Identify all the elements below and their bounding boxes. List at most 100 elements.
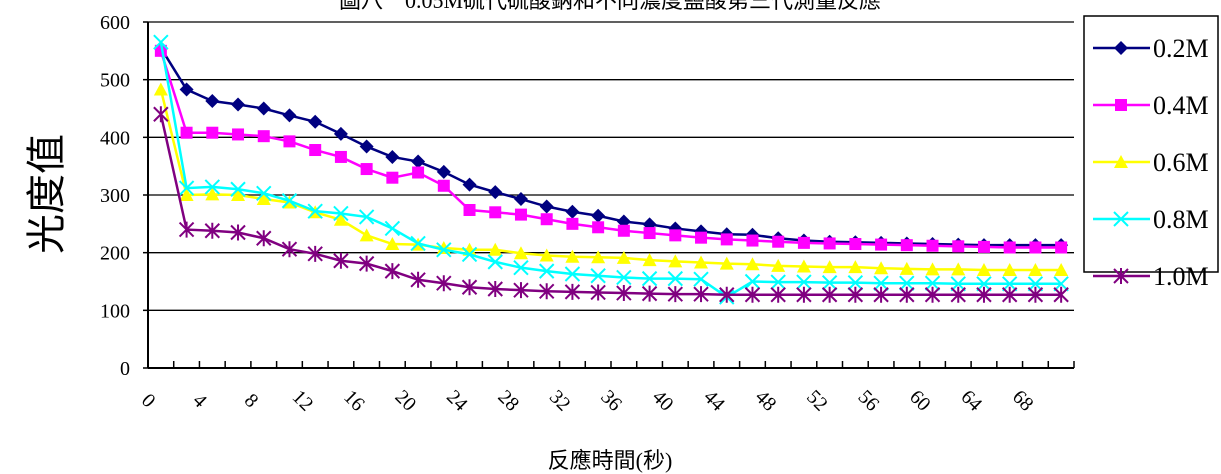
data-point-0.6M-9 xyxy=(256,192,271,206)
y-tick-label-300: 300 xyxy=(100,185,130,207)
data-point-1.0M-19 xyxy=(384,263,401,280)
data-point-1.0M-63 xyxy=(950,286,966,303)
legend-label-0.8M: 0.8M xyxy=(1153,205,1209,234)
data-point-0.2M-35 xyxy=(591,208,606,223)
legend: 0.2M 0.4M 0.6M 0.8M 1.0M xyxy=(1083,15,1219,291)
data-point-0.6M-71 xyxy=(1054,262,1069,276)
data-point-1.0M-15 xyxy=(333,252,349,269)
x-tick-label-28: 28 xyxy=(494,386,524,416)
data-point-0.4M-11 xyxy=(283,135,296,148)
y-tick-label-400: 400 xyxy=(100,127,130,149)
x-tick-label-8: 8 xyxy=(240,389,263,412)
data-point-0.4M-29 xyxy=(514,208,527,221)
data-point-0.4M-19 xyxy=(386,171,399,184)
data-point-0.6M-69 xyxy=(1028,262,1043,276)
series-1.0M xyxy=(153,106,1069,303)
data-point-0.6M-45 xyxy=(719,256,734,270)
series-0.8M xyxy=(153,34,1069,305)
data-point-0.2M-27 xyxy=(488,185,503,200)
data-point-0.6M-3 xyxy=(179,188,194,201)
data-point-0.2M-25 xyxy=(462,177,477,192)
data-point-1.0M-27 xyxy=(487,280,503,297)
data-point-1.0M-41 xyxy=(667,286,684,303)
data-point-0.8M-37 xyxy=(616,269,632,286)
data-point-0.2M-31 xyxy=(539,199,554,214)
x-tick-label-64: 64 xyxy=(957,386,987,416)
data-point-0.6M-37 xyxy=(616,250,631,264)
data-point-0.4M-25 xyxy=(463,203,476,216)
data-point-0.8M-63 xyxy=(950,276,966,292)
data-point-1.0M-21 xyxy=(410,271,426,288)
data-point-0.2M-15 xyxy=(333,126,348,141)
data-point-0.8M-15 xyxy=(333,205,349,222)
data-point-0.6M-17 xyxy=(359,228,374,242)
data-point-0.8M-29 xyxy=(513,259,529,276)
data-point-0.4M-55 xyxy=(849,238,862,251)
data-point-0.6M-39 xyxy=(642,253,657,267)
data-point-0.8M-11 xyxy=(281,193,298,209)
data-point-1.0M-45 xyxy=(719,286,735,303)
data-point-0.4M-33 xyxy=(566,217,579,230)
data-point-0.8M-33 xyxy=(564,266,581,282)
legend-label-0.2M: 0.2M xyxy=(1153,34,1209,63)
data-point-1.0M-25 xyxy=(461,279,478,296)
x-tick-label-0: 0 xyxy=(137,389,160,412)
data-point-0.4M-43 xyxy=(695,231,708,244)
data-point-0.6M-29 xyxy=(513,246,528,260)
data-point-0.2M-5 xyxy=(205,94,220,109)
y-tick-label-0: 0 xyxy=(120,358,130,380)
data-point-0.6M-55 xyxy=(848,260,863,274)
data-point-1.0M-39 xyxy=(641,285,658,302)
data-point-0.2M-13 xyxy=(308,114,323,129)
data-point-0.6M-47 xyxy=(745,257,760,271)
data-point-1.0M-35 xyxy=(590,284,606,301)
data-point-0.6M-5 xyxy=(205,187,220,201)
series-line-0.2M xyxy=(159,47,1062,247)
data-point-0.8M-5 xyxy=(204,179,221,195)
data-point-0.8M-25 xyxy=(461,246,478,263)
data-point-0.8M-47 xyxy=(744,273,761,290)
gridlines xyxy=(148,21,1074,311)
y-tick-label-100: 100 xyxy=(100,300,130,322)
data-point-1.0M-67 xyxy=(1001,286,1018,303)
y-tick-label-500: 500 xyxy=(100,70,130,92)
data-point-0.8M-67 xyxy=(1001,276,1018,292)
data-point-1.0M-17 xyxy=(358,255,375,272)
data-point-0.8M-59 xyxy=(899,275,915,291)
data-point-0.6M-35 xyxy=(591,250,606,264)
data-point-0.4M-65 xyxy=(977,240,990,253)
data-point-0.8M-17 xyxy=(358,209,375,225)
data-point-0.2M-7 xyxy=(231,97,246,112)
legend-marker-0.4M xyxy=(1115,99,1127,111)
x-tick-label-48: 48 xyxy=(751,386,781,416)
series-lines xyxy=(153,34,1069,305)
data-point-0.8M-49 xyxy=(770,274,786,290)
data-point-0.6M-65 xyxy=(976,262,991,276)
data-point-0.2M-33 xyxy=(565,204,580,219)
axes xyxy=(143,21,1075,369)
data-point-0.4M-41 xyxy=(669,229,682,242)
data-point-0.6M-51 xyxy=(796,259,811,273)
x-tick-label-40: 40 xyxy=(648,386,678,416)
data-point-1.0M-49 xyxy=(770,286,786,303)
data-point-0.2M-11 xyxy=(282,108,297,123)
data-point-1.0M-31 xyxy=(538,283,555,300)
x-tick-labels: 0 4 8 12 16 20 24 28 32 36 40 44 48 52 56 60 64 68 xyxy=(137,386,1038,416)
data-point-0.4M-17 xyxy=(360,163,373,176)
data-point-1.0M-65 xyxy=(976,286,992,303)
x-tick-label-16: 16 xyxy=(339,386,369,416)
data-point-0.8M-65 xyxy=(976,276,992,292)
data-point-0.8M-41 xyxy=(667,270,684,287)
data-point-0.6M-57 xyxy=(874,261,889,275)
data-point-0.8M-9 xyxy=(256,185,272,201)
data-point-0.2M-23 xyxy=(436,164,451,179)
data-point-0.4M-63 xyxy=(952,240,965,253)
data-point-1.0M-9 xyxy=(256,230,272,247)
data-point-0.2M-19 xyxy=(385,149,400,164)
data-point-1.0M-57 xyxy=(873,286,889,303)
data-point-0.4M-5 xyxy=(206,126,219,139)
data-point-1.0M-47 xyxy=(744,286,761,303)
x-tick-label-24: 24 xyxy=(442,386,472,416)
data-point-0.4M-49 xyxy=(772,235,785,248)
